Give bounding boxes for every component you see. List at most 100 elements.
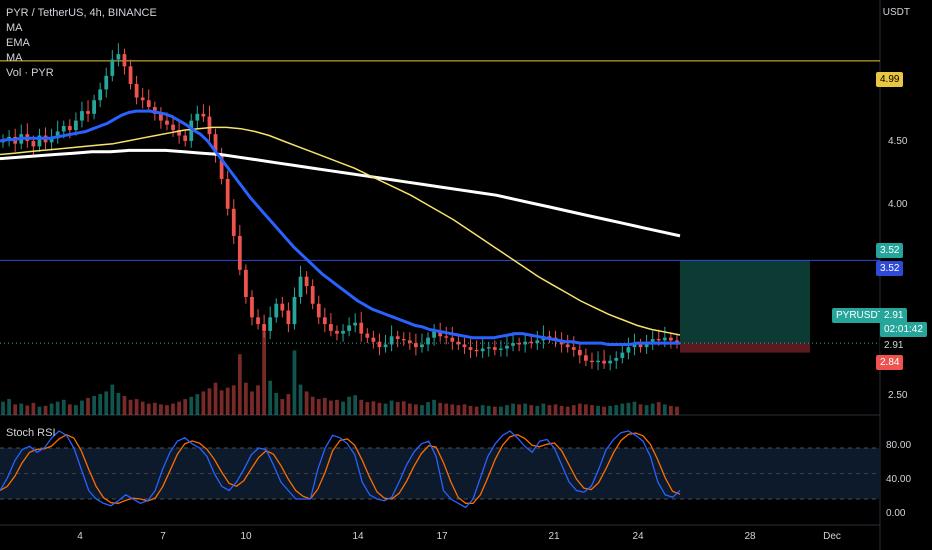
candle-body[interactable] — [329, 324, 333, 331]
candle-body[interactable] — [104, 75, 109, 90]
candle-body[interactable] — [128, 66, 133, 84]
candle-body[interactable] — [377, 341, 382, 348]
stoch-rsi-label[interactable]: Stoch RSI — [6, 427, 56, 439]
candle-body[interactable] — [231, 208, 236, 236]
candle-body[interactable] — [31, 140, 36, 147]
candle-body[interactable] — [316, 303, 321, 318]
candle-body[interactable] — [341, 330, 345, 334]
candle-body[interactable] — [492, 347, 497, 350]
candle-body[interactable] — [584, 355, 588, 361]
candle-body[interactable] — [146, 100, 151, 108]
candle-body[interactable] — [414, 343, 418, 348]
candle-body[interactable] — [250, 296, 254, 318]
candle-body[interactable] — [474, 349, 479, 352]
candle-body[interactable] — [310, 286, 315, 304]
candle-body[interactable] — [219, 154, 224, 179]
candle-body[interactable] — [456, 341, 461, 345]
candle-body[interactable] — [335, 330, 339, 334]
candle-body[interactable] — [274, 303, 279, 318]
level-tag-352[interactable]: 3.52 — [876, 261, 904, 276]
candle-body[interactable] — [517, 343, 521, 345]
indicator-ma[interactable]: MA — [6, 22, 23, 34]
candle-body[interactable] — [110, 59, 115, 76]
candle-body[interactable] — [547, 336, 552, 338]
ma-short-line[interactable] — [0, 109, 680, 346]
candle-body[interactable] — [620, 352, 625, 359]
candle-body[interactable] — [37, 135, 42, 147]
candle-body[interactable] — [577, 349, 582, 356]
candle-body[interactable] — [165, 120, 169, 125]
symbol-tag[interactable]: PYRUSDT — [832, 308, 888, 323]
candle-body[interactable] — [395, 336, 400, 340]
candle-body[interactable] — [86, 111, 90, 114]
candle-body[interactable] — [523, 341, 528, 345]
candle-body[interactable] — [407, 340, 412, 344]
level-tag-499[interactable]: 4.99 — [876, 72, 904, 87]
candle-body[interactable] — [213, 134, 218, 155]
candle-body[interactable] — [304, 276, 309, 287]
candle-body[interactable] — [292, 296, 297, 325]
candle-body[interactable] — [207, 116, 212, 135]
candle-body[interactable] — [286, 310, 291, 325]
candle-body[interactable] — [529, 341, 534, 344]
candle-body[interactable] — [432, 330, 436, 338]
candle-body[interactable] — [92, 100, 96, 114]
candle-body[interactable] — [347, 325, 351, 331]
candle-body[interactable] — [122, 54, 127, 67]
indicator-ema[interactable]: EMA — [6, 37, 30, 49]
candle-body[interactable] — [468, 347, 473, 350]
candle-body[interactable] — [486, 347, 491, 349]
candle-body[interactable] — [237, 235, 242, 270]
candle-body[interactable] — [262, 324, 266, 331]
candle-body[interactable] — [650, 339, 655, 342]
candle-body[interactable] — [565, 344, 570, 348]
candle-body[interactable] — [438, 330, 443, 337]
last-price-tag[interactable]: 2.91 — [880, 308, 908, 323]
candle-body[interactable] — [159, 113, 163, 121]
stoch-rsi-d-line[interactable] — [0, 432, 681, 504]
candle-body[interactable] — [353, 322, 358, 326]
candle-body[interactable] — [201, 113, 206, 117]
candle-body[interactable] — [499, 348, 503, 350]
candle-body[interactable] — [280, 303, 285, 311]
candle-body[interactable] — [632, 344, 637, 348]
ema-line[interactable] — [0, 126, 681, 336]
stop-tag-284[interactable]: 2.84 — [876, 355, 904, 370]
candle-body[interactable] — [614, 358, 619, 361]
candle-body[interactable] — [444, 336, 449, 338]
candle-body[interactable] — [462, 344, 467, 348]
candle-body[interactable] — [49, 138, 54, 143]
candle-body[interactable] — [225, 178, 230, 209]
stoch-rsi-k-line[interactable] — [0, 430, 681, 509]
candle-body[interactable] — [590, 360, 594, 363]
candle-body[interactable] — [152, 107, 157, 114]
candle-body[interactable] — [505, 345, 509, 349]
candle-body[interactable] — [67, 126, 72, 131]
candle-body[interactable] — [596, 360, 600, 363]
candle-body[interactable] — [134, 83, 139, 98]
indicator-ma-2[interactable]: MA — [6, 52, 23, 64]
indicator-volume[interactable]: Vol · PYR — [6, 67, 54, 79]
candle-body[interactable] — [183, 135, 188, 141]
candle-body[interactable] — [74, 120, 78, 131]
level-tag-352-tp[interactable]: 3.52 — [876, 243, 904, 258]
take-profit-zone[interactable] — [680, 260, 810, 344]
candle-body[interactable] — [669, 337, 673, 341]
candle-body[interactable] — [322, 317, 327, 325]
candle-body[interactable] — [426, 337, 430, 345]
candle-body[interactable] — [268, 317, 273, 331]
candle-body[interactable] — [244, 269, 248, 297]
candle-body[interactable] — [140, 97, 145, 101]
candle-body[interactable] — [450, 337, 455, 342]
candle-body[interactable] — [55, 131, 60, 139]
candle-body[interactable] — [602, 360, 606, 364]
ma-long-line[interactable] — [0, 148, 681, 238]
candle-body[interactable] — [195, 113, 200, 121]
candle-body[interactable] — [480, 348, 485, 352]
candle-body[interactable] — [171, 124, 175, 131]
candle-body[interactable] — [80, 111, 84, 121]
candle-body[interactable] — [116, 54, 121, 60]
symbol-title[interactable]: PYR / TetherUS, 4h, BINANCE — [6, 7, 157, 19]
candle-body[interactable] — [571, 347, 576, 350]
candle-body[interactable] — [656, 339, 661, 341]
